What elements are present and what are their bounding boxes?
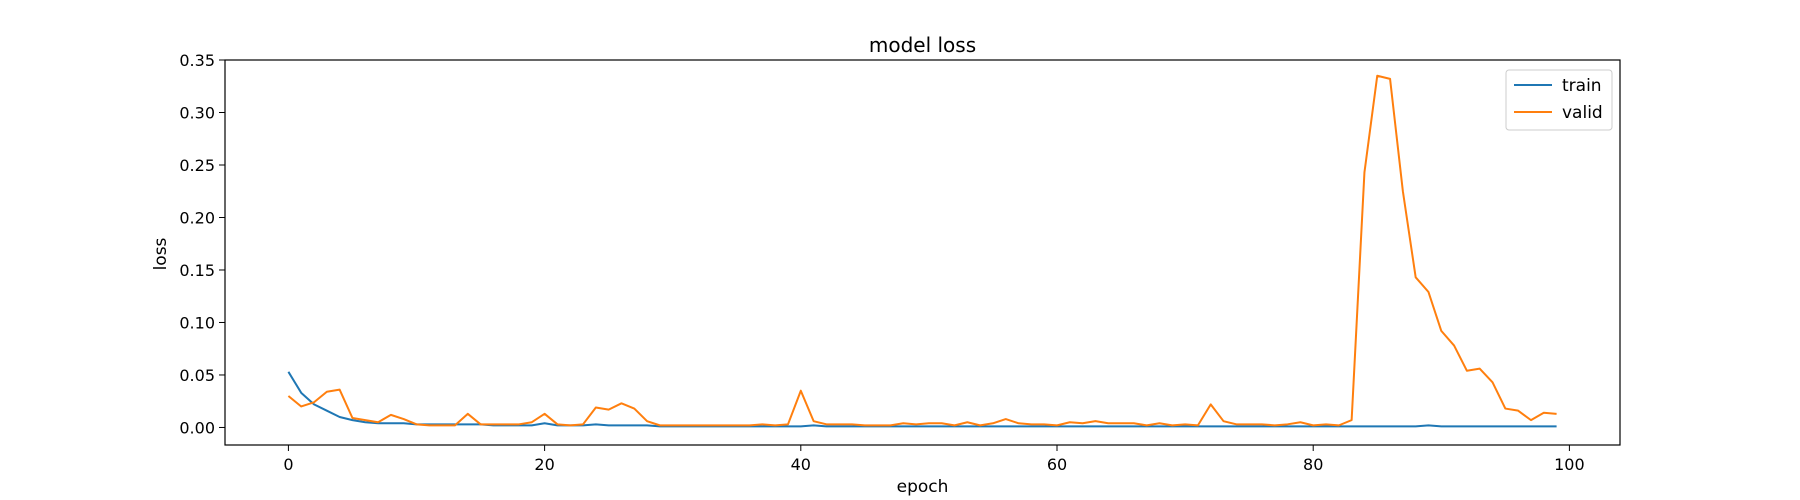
y-tick-label: 0.00 <box>179 418 215 437</box>
y-tick-label: 0.20 <box>179 208 215 227</box>
x-axis-ticks: 0 20 40 60 80 100 <box>283 445 1585 474</box>
y-tick-label: 0.15 <box>179 261 215 280</box>
chart-title: model loss <box>869 33 976 57</box>
y-axis-ticks: 0.00 0.05 0.10 0.15 0.20 0.25 0.30 0.35 <box>179 51 225 437</box>
x-tick-label: 100 <box>1554 455 1585 474</box>
x-tick-label: 40 <box>791 455 811 474</box>
plot-area <box>287 74 1557 428</box>
series-line-valid <box>287 74 1557 427</box>
y-tick-label: 0.05 <box>179 366 215 385</box>
y-axis-label: loss <box>151 237 171 270</box>
x-axis-label: epoch <box>897 477 949 497</box>
y-tick-label: 0.10 <box>179 313 215 332</box>
legend-label-valid: valid <box>1562 103 1603 123</box>
legend: train valid <box>1505 69 1613 131</box>
axes-frame <box>224 59 1621 446</box>
y-tick-label: 0.25 <box>179 156 215 175</box>
x-tick-label: 0 <box>283 455 293 474</box>
x-tick-label: 20 <box>534 455 554 474</box>
y-tick-label: 0.35 <box>179 51 215 70</box>
x-tick-label: 80 <box>1303 455 1323 474</box>
y-tick-label: 0.30 <box>179 103 215 122</box>
x-tick-label: 60 <box>1047 455 1067 474</box>
series-line-train <box>287 371 1557 428</box>
legend-label-train: train <box>1562 76 1602 96</box>
